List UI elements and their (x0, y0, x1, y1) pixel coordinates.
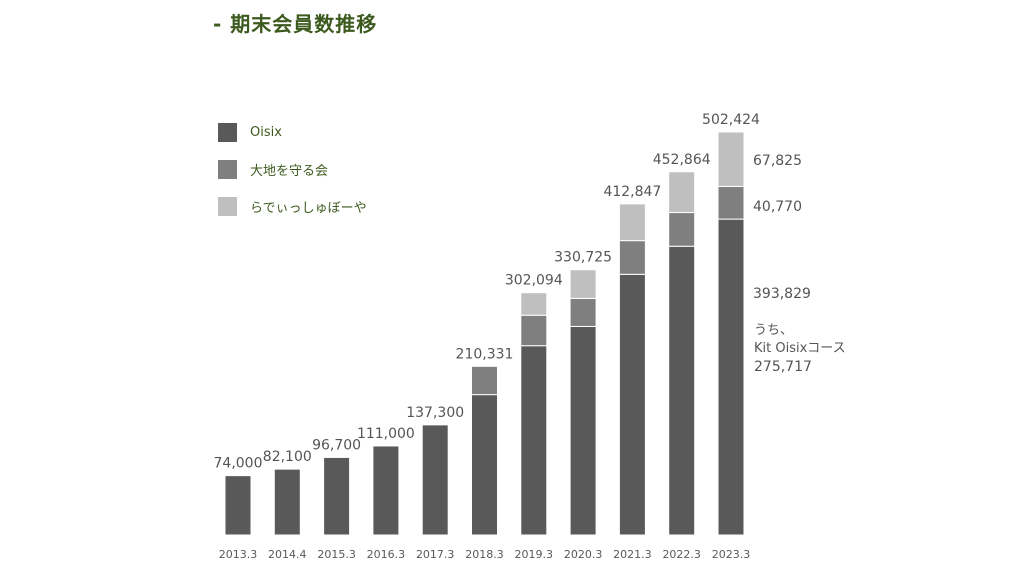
total-label-2023.3: 502,424 (702, 112, 760, 128)
bar-segment-oisix-2017.3 (421, 424, 449, 536)
legend: Oisix 大地を守る会 らでぃっしゅぼーや (218, 122, 367, 233)
bar-segment-daichi-2020.3 (569, 297, 597, 327)
bar-segment-oisix-2023.3 (717, 218, 745, 536)
legend-item-daichi: 大地を守る会 (218, 159, 367, 179)
x-tick-label-2019.3: 2019.3 (515, 548, 554, 561)
x-tick-label-2013.3: 2013.3 (219, 548, 258, 561)
bar-segment-oisix-2019.3 (520, 345, 548, 536)
bar-segment-daichi-2019.3 (520, 314, 548, 347)
x-tick-label-2016.3: 2016.3 (367, 548, 406, 561)
legend-swatch-radish (218, 196, 237, 216)
side-label-oisix: 393,829 (753, 286, 811, 302)
total-label-2021.3: 412,847 (603, 184, 661, 200)
total-label-2014.4: 82,100 (263, 449, 312, 465)
kit-oisix-note: うち、 Kit Oisixコース 275,717 (754, 322, 846, 376)
total-label-2022.3: 452,864 (653, 152, 711, 168)
bar-segment-oisix-2015.3 (323, 456, 351, 536)
note-line-2: Kit Oisixコース (754, 341, 846, 356)
x-tick-label-2015.3: 2015.3 (317, 548, 356, 561)
total-label-2017.3: 137,300 (406, 405, 464, 421)
x-tick-label-2023.3: 2023.3 (712, 548, 751, 561)
bar-segment-radish-2021.3 (618, 203, 646, 242)
bar-segment-oisix-2021.3 (618, 273, 646, 536)
legend-item-radish: らでぃっしゅぼーや (218, 196, 367, 216)
bar-segment-oisix-2018.3 (471, 394, 498, 536)
total-label-2013.3: 74,000 (214, 456, 263, 472)
page-title: - 期末会員数推移 (213, 12, 378, 36)
bar-segment-daichi-2022.3 (668, 212, 696, 247)
bar-segment-oisix-2013.3 (224, 475, 252, 536)
note-line-3: 275,717 (754, 359, 812, 375)
x-tick-label-2018.3: 2018.3 (465, 548, 504, 561)
legend-label-radish: らでぃっしゅぼーや (250, 200, 367, 216)
total-label-2015.3: 96,700 (312, 437, 361, 453)
legend-label-daichi: 大地を守る会 (250, 163, 329, 179)
bar-segment-radish-2023.3 (717, 131, 745, 187)
bar-segment-radish-2019.3 (520, 292, 548, 316)
total-label-2020.3: 330,725 (554, 250, 612, 266)
bar-segment-oisix-2014.4 (273, 468, 301, 536)
x-tick-label-2021.3: 2021.3 (613, 548, 652, 561)
bar-segment-oisix-2016.3 (372, 445, 400, 536)
bar-segment-daichi-2023.3 (717, 185, 745, 220)
legend-label-oisix: Oisix (250, 124, 282, 140)
bar-segment-daichi-2021.3 (618, 240, 646, 275)
legend-swatch-daichi (218, 159, 237, 179)
note-line-1: うち、 (754, 323, 794, 338)
x-tick-label-2014.4: 2014.4 (268, 548, 307, 561)
bar-segment-daichi-2018.3 (471, 365, 498, 396)
x-tick-label-2020.3: 2020.3 (564, 548, 603, 561)
bar-segment-radish-2022.3 (668, 171, 696, 214)
bar-segment-oisix-2020.3 (569, 325, 597, 536)
x-tick-label-2017.3: 2017.3 (416, 548, 455, 561)
legend-item-oisix: Oisix (218, 122, 367, 142)
total-label-2019.3: 302,094 (505, 273, 563, 289)
total-label-2018.3: 210,331 (456, 346, 514, 362)
side-label-daichi: 40,770 (753, 199, 802, 215)
legend-swatch-oisix (218, 122, 237, 142)
bar-segment-radish-2020.3 (569, 269, 597, 299)
x-tick-label-2022.3: 2022.3 (662, 548, 701, 561)
total-label-2016.3: 111,000 (357, 426, 415, 442)
bar-segment-oisix-2022.3 (668, 245, 696, 536)
side-label-radish: 67,825 (753, 153, 802, 169)
